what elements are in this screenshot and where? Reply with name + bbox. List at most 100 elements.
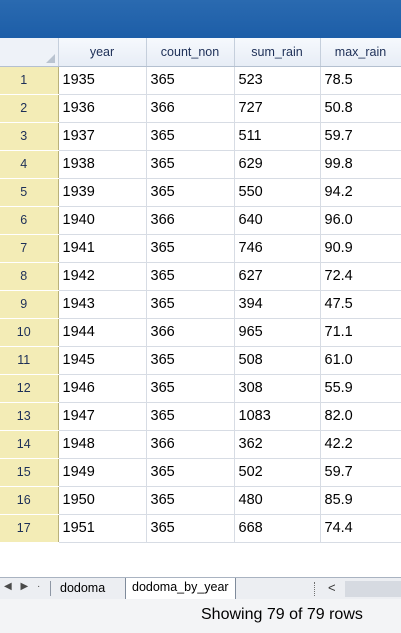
column-header-max-rain[interactable]: max_rain [320, 38, 401, 67]
cell-count-non[interactable]: 365 [146, 262, 235, 291]
row-number[interactable]: 8 [0, 262, 59, 291]
cell-count-non[interactable]: 366 [146, 206, 235, 235]
table-row[interactable]: 13 1947 365 1083 82.0 [0, 402, 401, 431]
cell-count-non[interactable]: 365 [146, 290, 235, 319]
column-header-sum-rain[interactable]: sum_rain [234, 38, 321, 67]
column-header-year[interactable]: year [58, 38, 147, 67]
table-row[interactable]: 10 1944 366 965 71.1 [0, 318, 401, 347]
cell-year[interactable]: 1939 [58, 178, 147, 207]
cell-count-non[interactable]: 365 [146, 402, 235, 431]
table-row[interactable]: 2 1936 366 727 50.8 [0, 94, 401, 123]
cell-year[interactable]: 1937 [58, 122, 147, 151]
cell-year[interactable]: 1942 [58, 262, 147, 291]
cell-count-non[interactable]: 365 [146, 374, 235, 403]
row-number[interactable]: 6 [0, 206, 59, 235]
table-row[interactable]: 12 1946 365 308 55.9 [0, 374, 401, 403]
cell-count-non[interactable]: 366 [146, 318, 235, 347]
cell-sum-rain[interactable]: 480 [234, 486, 321, 515]
cell-sum-rain[interactable]: 362 [234, 430, 321, 459]
cell-count-non[interactable]: 365 [146, 66, 235, 95]
cell-year[interactable]: 1949 [58, 458, 147, 487]
cell-sum-rain[interactable]: 523 [234, 66, 321, 95]
cell-max-rain[interactable]: 78.5 [320, 66, 401, 95]
row-number[interactable]: 4 [0, 150, 59, 179]
cell-year[interactable]: 1936 [58, 94, 147, 123]
cell-max-rain[interactable]: 72.4 [320, 262, 401, 291]
table-row[interactable]: 7 1941 365 746 90.9 [0, 234, 401, 263]
table-row[interactable]: 8 1942 365 627 72.4 [0, 262, 401, 291]
table-row[interactable]: 15 1949 365 502 59.7 [0, 458, 401, 487]
cell-sum-rain[interactable]: 727 [234, 94, 321, 123]
cell-sum-rain[interactable]: 629 [234, 150, 321, 179]
cell-max-rain[interactable]: 94.2 [320, 178, 401, 207]
horizontal-scrollbar[interactable] [345, 581, 401, 597]
row-number[interactable]: 7 [0, 234, 59, 263]
cell-max-rain[interactable]: 99.8 [320, 150, 401, 179]
cell-count-non[interactable]: 365 [146, 514, 235, 543]
cell-sum-rain[interactable]: 965 [234, 318, 321, 347]
cell-max-rain[interactable]: 90.9 [320, 234, 401, 263]
cell-year[interactable]: 1950 [58, 486, 147, 515]
cell-max-rain[interactable]: 42.2 [320, 430, 401, 459]
table-row[interactable]: 3 1937 365 511 59.7 [0, 122, 401, 151]
cell-max-rain[interactable]: 47.5 [320, 290, 401, 319]
cell-max-rain[interactable]: 71.1 [320, 318, 401, 347]
table-row[interactable]: 1 1935 365 523 78.5 [0, 66, 401, 95]
cell-count-non[interactable]: 365 [146, 150, 235, 179]
cell-max-rain[interactable]: 74.4 [320, 514, 401, 543]
table-row[interactable]: 6 1940 366 640 96.0 [0, 206, 401, 235]
cell-year[interactable]: 1943 [58, 290, 147, 319]
cell-sum-rain[interactable]: 640 [234, 206, 321, 235]
select-all-corner[interactable] [0, 38, 59, 67]
table-row[interactable]: 14 1948 366 362 42.2 [0, 430, 401, 459]
cell-count-non[interactable]: 366 [146, 94, 235, 123]
cell-year[interactable]: 1946 [58, 374, 147, 403]
cell-count-non[interactable]: 365 [146, 486, 235, 515]
cell-sum-rain[interactable]: 308 [234, 374, 321, 403]
cell-count-non[interactable]: 366 [146, 430, 235, 459]
cell-sum-rain[interactable]: 508 [234, 346, 321, 375]
cell-count-non[interactable]: 365 [146, 122, 235, 151]
cell-max-rain[interactable]: 85.9 [320, 486, 401, 515]
scroll-left-icon[interactable]: < [328, 580, 336, 595]
table-row[interactable]: 5 1939 365 550 94.2 [0, 178, 401, 207]
row-number[interactable]: 17 [0, 514, 59, 543]
cell-sum-rain[interactable]: 511 [234, 122, 321, 151]
row-number[interactable]: 13 [0, 402, 59, 431]
cell-count-non[interactable]: 365 [146, 234, 235, 263]
table-row[interactable]: 17 1951 365 668 74.4 [0, 514, 401, 543]
cell-year[interactable]: 1944 [58, 318, 147, 347]
cell-max-rain[interactable]: 59.7 [320, 458, 401, 487]
row-number[interactable]: 14 [0, 430, 59, 459]
table-row[interactable]: 11 1945 365 508 61.0 [0, 346, 401, 375]
cell-max-rain[interactable]: 59.7 [320, 122, 401, 151]
cell-sum-rain[interactable]: 627 [234, 262, 321, 291]
row-number[interactable]: 12 [0, 374, 59, 403]
cell-sum-rain[interactable]: 550 [234, 178, 321, 207]
cell-year[interactable]: 1947 [58, 402, 147, 431]
row-number[interactable]: 5 [0, 178, 59, 207]
row-number[interactable]: 10 [0, 318, 59, 347]
cell-count-non[interactable]: 365 [146, 458, 235, 487]
cell-year[interactable]: 1948 [58, 430, 147, 459]
row-number[interactable]: 3 [0, 122, 59, 151]
cell-max-rain[interactable]: 50.8 [320, 94, 401, 123]
cell-year[interactable]: 1940 [58, 206, 147, 235]
cell-year[interactable]: 1938 [58, 150, 147, 179]
cell-sum-rain[interactable]: 502 [234, 458, 321, 487]
tab-dodoma[interactable]: dodoma [60, 581, 106, 595]
table-row[interactable]: 4 1938 365 629 99.8 [0, 150, 401, 179]
cell-max-rain[interactable]: 96.0 [320, 206, 401, 235]
column-header-count-non[interactable]: count_non [146, 38, 235, 67]
cell-count-non[interactable]: 365 [146, 178, 235, 207]
cell-sum-rain[interactable]: 1083 [234, 402, 321, 431]
cell-max-rain[interactable]: 61.0 [320, 346, 401, 375]
row-number[interactable]: 11 [0, 346, 59, 375]
cell-year[interactable]: 1951 [58, 514, 147, 543]
tab-dodoma-by-year[interactable]: dodoma_by_year [125, 578, 236, 600]
row-number[interactable]: 9 [0, 290, 59, 319]
cell-count-non[interactable]: 365 [146, 346, 235, 375]
row-number[interactable]: 2 [0, 94, 59, 123]
cell-sum-rain[interactable]: 394 [234, 290, 321, 319]
tab-scroll-arrows-icon[interactable]: ◀ ▶ · [4, 581, 44, 592]
